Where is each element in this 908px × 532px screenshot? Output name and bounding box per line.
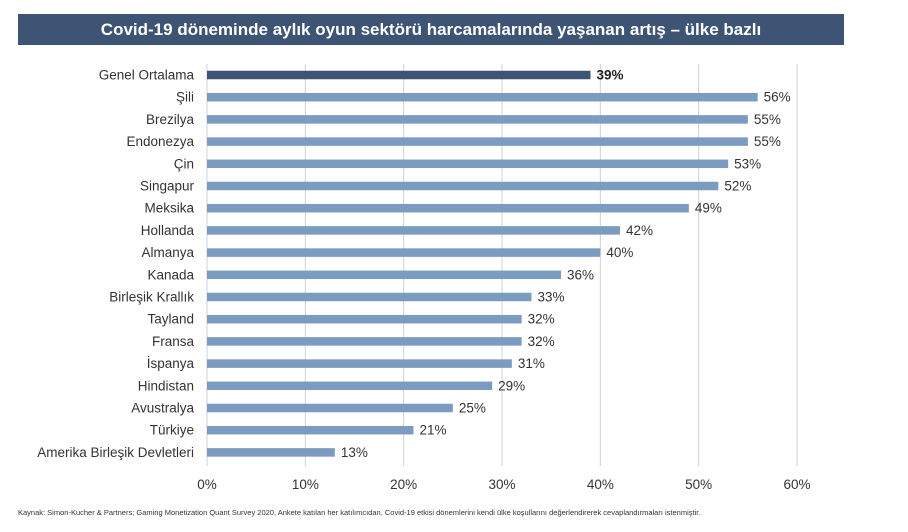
x-tick-label: 20% <box>390 477 417 492</box>
category-label: Genel Ortalama <box>99 68 195 83</box>
category-label: Meksika <box>144 201 194 216</box>
data-label: 55% <box>754 134 781 149</box>
chart-title: Covid-19 döneminde aylık oyun sektörü ha… <box>18 14 844 45</box>
category-label: Singapur <box>140 179 195 194</box>
data-label: 33% <box>538 290 565 305</box>
category-label: Türkiye <box>150 423 194 438</box>
data-label: 40% <box>606 245 633 260</box>
data-label: 55% <box>754 112 781 127</box>
bar <box>207 226 620 235</box>
x-tick-label: 10% <box>292 477 319 492</box>
category-label: Birleşik Krallık <box>109 290 194 305</box>
data-label: 32% <box>528 334 555 349</box>
x-tick-label: 0% <box>197 477 217 492</box>
category-label: Şili <box>176 90 194 105</box>
x-tick-label: 60% <box>783 477 810 492</box>
category-label: Amerika Birleşik Devletleri <box>37 445 194 460</box>
category-label: Brezilya <box>146 112 195 127</box>
category-label: Endonezya <box>126 134 194 149</box>
data-label: 31% <box>518 356 545 371</box>
category-label: Çin <box>174 156 194 171</box>
data-label: 13% <box>341 445 368 460</box>
category-label: Avustralya <box>131 401 194 416</box>
category-label: İspanya <box>147 356 195 371</box>
data-label: 42% <box>626 223 653 238</box>
bar <box>207 381 493 391</box>
bar <box>207 115 748 124</box>
category-label: Fransa <box>152 334 195 349</box>
category-label: Hollanda <box>141 223 195 238</box>
data-label: 53% <box>734 156 761 171</box>
data-label: 56% <box>764 90 791 105</box>
data-label: 29% <box>498 378 525 393</box>
bar <box>207 159 729 169</box>
bar <box>207 425 414 435</box>
bar <box>207 181 719 191</box>
bar <box>207 448 335 457</box>
bar <box>207 403 453 413</box>
data-label: 39% <box>597 68 624 83</box>
bar <box>207 203 689 213</box>
x-tick-label: 40% <box>587 477 614 492</box>
bar <box>207 359 512 368</box>
data-label: 21% <box>420 423 447 438</box>
bar <box>207 292 532 302</box>
category-label: Hindistan <box>138 378 194 393</box>
data-label: 36% <box>567 267 594 282</box>
data-label: 49% <box>695 201 722 216</box>
bar <box>207 70 591 80</box>
bar <box>207 248 601 257</box>
category-label: Kanada <box>147 267 194 282</box>
data-label: 32% <box>528 312 555 327</box>
x-tick-label: 50% <box>685 477 712 492</box>
bar <box>207 92 758 102</box>
bar <box>207 314 522 324</box>
category-label: Tayland <box>147 312 194 327</box>
source-note: Kaynak: Simon-Kucher & Partners; Gaming … <box>18 508 701 517</box>
bar <box>207 270 561 280</box>
bar <box>207 337 522 346</box>
category-label: Almanya <box>141 245 194 260</box>
bar <box>207 137 748 146</box>
data-label: 25% <box>459 401 486 416</box>
data-label: 52% <box>724 179 751 194</box>
x-tick-label: 30% <box>488 477 515 492</box>
